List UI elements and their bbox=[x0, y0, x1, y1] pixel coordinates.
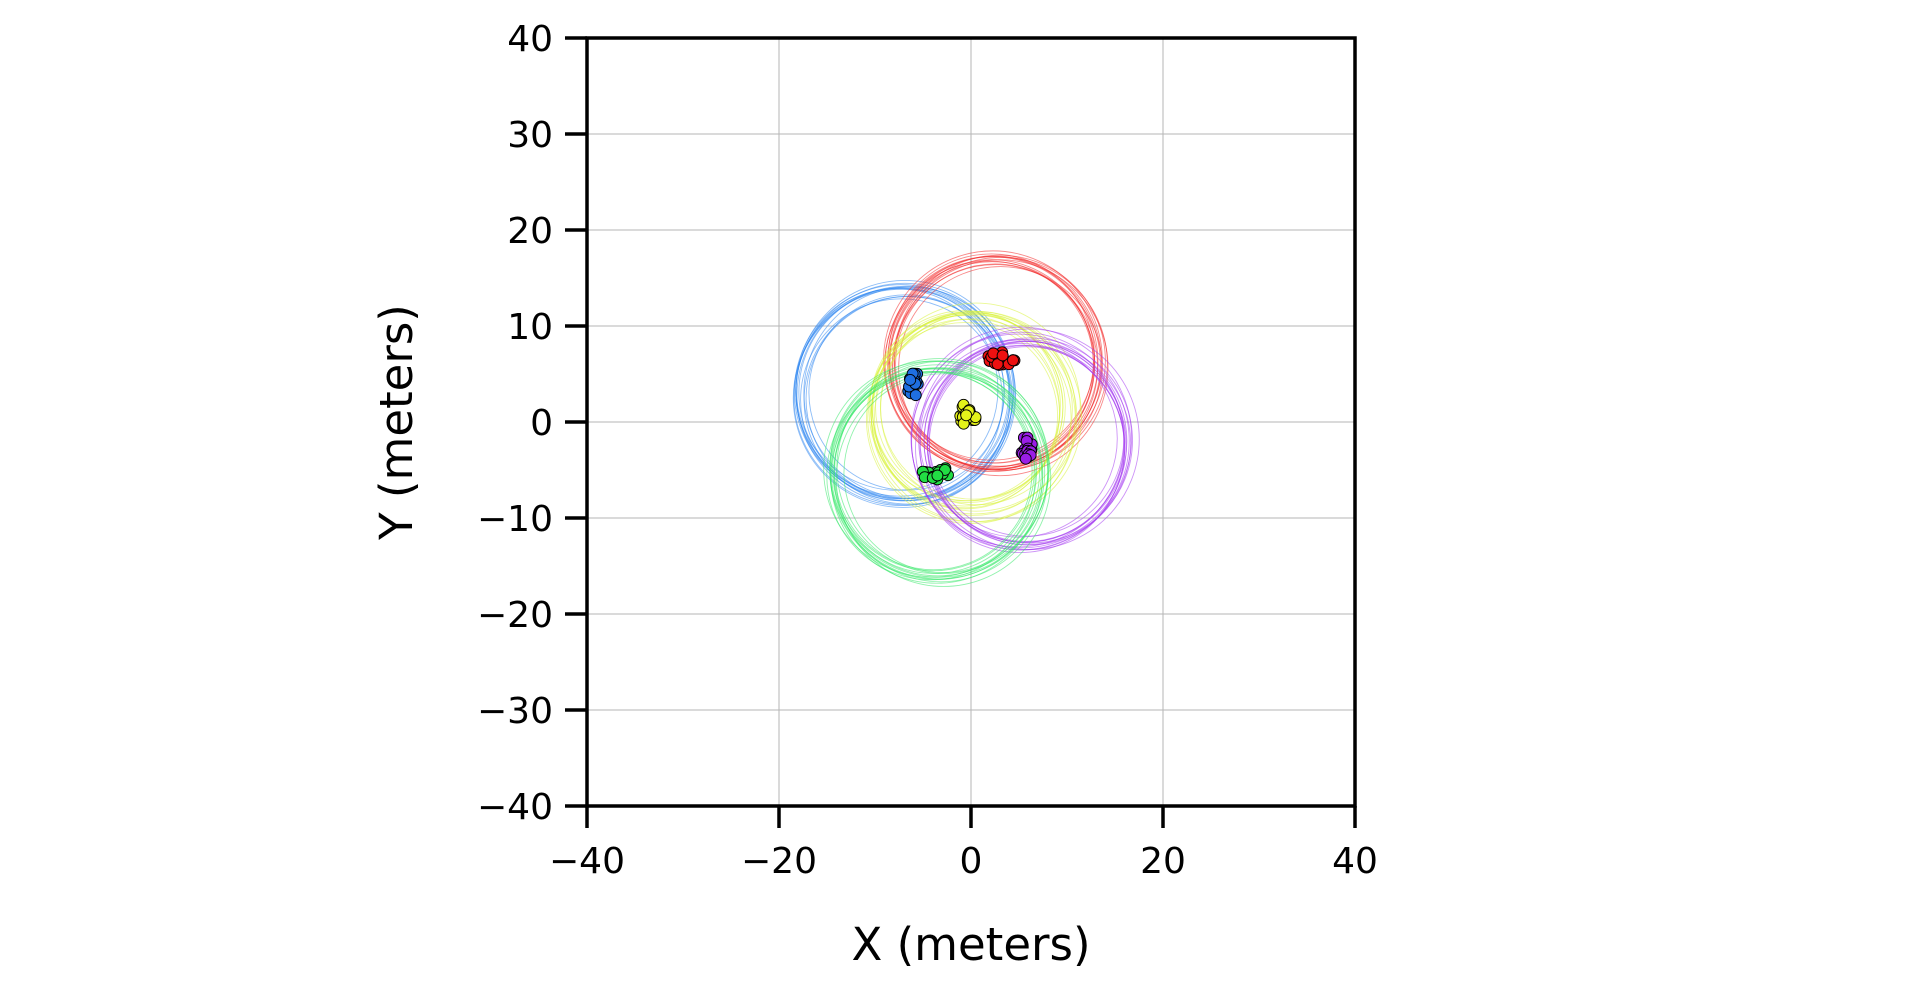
cluster-series-group bbox=[902, 346, 1038, 486]
ring-trace bbox=[893, 256, 1108, 471]
x-tick-label: 40 bbox=[1332, 841, 1378, 882]
x-tick-label: 20 bbox=[1140, 841, 1186, 882]
cluster-point bbox=[1019, 452, 1032, 465]
y-tick-label: 30 bbox=[507, 115, 553, 156]
cluster-series-1 bbox=[902, 367, 924, 402]
ring-trace bbox=[874, 318, 1072, 516]
cluster-point bbox=[904, 374, 917, 386]
y-axis-ticks: 40 30 20 10 0 −10 −20 −30 −40 bbox=[477, 19, 587, 828]
ring-trace bbox=[926, 345, 1127, 546]
cluster-point bbox=[960, 409, 973, 422]
cluster-series-3 bbox=[954, 398, 982, 430]
cluster-point bbox=[931, 469, 944, 482]
ring-trace bbox=[868, 315, 1061, 507]
x-axis-ticks: −40 −20 0 20 40 bbox=[549, 806, 1378, 882]
y-tick-label: 10 bbox=[507, 307, 553, 348]
ring-trace bbox=[795, 282, 1014, 502]
y-tick-label: −40 bbox=[477, 787, 553, 828]
y-tick-label: 40 bbox=[507, 19, 553, 60]
y-tick-label: 20 bbox=[507, 211, 553, 252]
ring-series-5 bbox=[823, 358, 1052, 587]
y-tick-label: 0 bbox=[530, 403, 553, 444]
x-axis-label: X (meters) bbox=[851, 918, 1090, 971]
ring-trace bbox=[910, 333, 1125, 548]
cluster-point bbox=[991, 358, 1004, 371]
y-axis-label: Y (meters) bbox=[370, 304, 423, 541]
ring-trace bbox=[887, 253, 1095, 461]
cluster-point bbox=[1007, 354, 1019, 367]
ring-trace bbox=[835, 371, 1052, 587]
ring-trace bbox=[870, 310, 1083, 523]
y-tick-label: −10 bbox=[477, 499, 553, 540]
ring-trace bbox=[832, 368, 1035, 572]
ring-series-3 bbox=[865, 302, 1083, 524]
x-tick-label: −40 bbox=[549, 841, 625, 882]
ring-trace bbox=[910, 326, 1133, 549]
cluster-series-4 bbox=[1015, 431, 1038, 465]
cluster-series-5 bbox=[916, 462, 954, 486]
y-tick-label: −30 bbox=[477, 691, 553, 732]
ring-trace bbox=[826, 370, 1036, 581]
ring-trace bbox=[796, 285, 1017, 506]
cluster-series-2 bbox=[982, 346, 1021, 371]
ring-trace bbox=[879, 313, 1066, 500]
plot-area bbox=[792, 250, 1140, 587]
ring-trace bbox=[829, 360, 1049, 580]
ring-trace bbox=[891, 259, 1109, 477]
ring-series-group bbox=[792, 250, 1140, 587]
cluster-point bbox=[996, 349, 1009, 362]
x-tick-label: −20 bbox=[741, 841, 817, 882]
y-tick-label: −20 bbox=[477, 595, 553, 636]
x-tick-label: 0 bbox=[960, 841, 983, 882]
ring-trace bbox=[923, 339, 1128, 543]
ring-trace bbox=[875, 312, 1064, 502]
ring-series-4 bbox=[910, 326, 1140, 553]
